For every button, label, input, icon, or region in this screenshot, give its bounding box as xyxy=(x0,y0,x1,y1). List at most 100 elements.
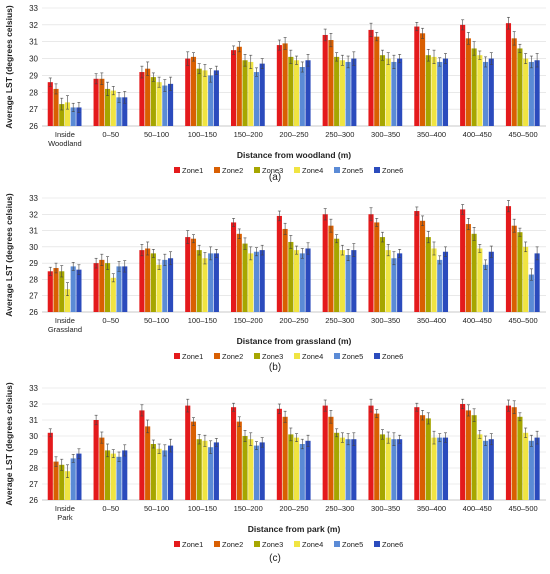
bar-zone6-10 xyxy=(534,253,540,312)
legend-label-zone2: Zone2 xyxy=(222,352,243,361)
bar-zone1-3 xyxy=(185,405,191,500)
legend-swatch-zone2 xyxy=(214,541,220,547)
bar-zone1-6 xyxy=(322,214,328,312)
bar-zone4-1 xyxy=(110,277,116,312)
bar-zone1-1 xyxy=(93,263,99,312)
bar-zone3-2 xyxy=(150,253,156,312)
bar-zone4-6 xyxy=(339,60,345,126)
legend-label-zone2: Zone2 xyxy=(222,166,243,175)
bar-zone3-7 xyxy=(379,55,386,127)
bar-zone3-4 xyxy=(242,243,248,312)
legend-label-zone4: Zone4 xyxy=(302,166,323,175)
bar-zone1-10 xyxy=(505,206,512,312)
bar-zone3-10 xyxy=(517,232,523,312)
bar-zone5-6 xyxy=(345,439,351,500)
bar-zone4-10 xyxy=(523,58,529,127)
bar-zone3-6 xyxy=(334,432,340,500)
bar-zone6-4 xyxy=(259,250,265,312)
bar-zone5-10 xyxy=(528,274,534,312)
bar-zone5-2 xyxy=(162,259,168,312)
y-tick-label: 26 xyxy=(29,308,38,317)
bar-zone4-8 xyxy=(431,437,437,500)
y-axis-title: Average LST (degrees celsius) xyxy=(4,5,14,129)
bar-zone3-8 xyxy=(425,418,431,500)
bar-zone6-9 xyxy=(488,58,494,127)
bar-zone4-6 xyxy=(339,250,345,312)
bar-zone6-1 xyxy=(122,266,128,312)
bar-zone2-4 xyxy=(236,46,242,127)
bar-zone2-4 xyxy=(236,421,242,500)
bar-zone1-4 xyxy=(231,50,237,127)
bar-zone4-9 xyxy=(477,434,483,500)
y-tick-label: 26 xyxy=(29,496,38,505)
bar-zone6-8 xyxy=(442,58,449,127)
legend-swatch-zone3 xyxy=(254,167,260,173)
x-tick-label: 350–400 xyxy=(417,316,446,325)
y-tick-label: 33 xyxy=(29,384,38,393)
bar-zone1-0 xyxy=(47,432,53,500)
legend-swatch-zone2 xyxy=(214,167,220,173)
bar-zone1-9 xyxy=(460,404,466,500)
bar-zone5-0 xyxy=(70,107,76,126)
y-axis-title: Average LST (degrees celsius) xyxy=(4,382,14,506)
bar-zone3-3 xyxy=(196,68,202,126)
bar-zone4-10 xyxy=(523,246,529,312)
bar-zone3-1 xyxy=(105,450,111,500)
legend-label-zone3: Zone3 xyxy=(262,540,283,549)
bar-zone3-2 xyxy=(150,444,156,500)
bar-zone1-10 xyxy=(505,405,512,500)
bar-zone5-1 xyxy=(116,266,122,312)
bar-zone5-0 xyxy=(70,458,76,500)
y-tick-label: 29 xyxy=(29,71,38,80)
bar-zone6-6 xyxy=(351,58,357,127)
x-tick-label: 450–500 xyxy=(508,316,537,325)
bar-zone6-6 xyxy=(351,250,357,312)
y-tick-label: 33 xyxy=(29,194,38,203)
legend-label-zone1: Zone1 xyxy=(182,352,203,361)
x-tick-label: 150–200 xyxy=(234,504,263,513)
x-tick-label: 400–450 xyxy=(463,130,492,139)
legend-swatch-zone6 xyxy=(374,167,380,173)
bar-zone3-9 xyxy=(471,48,477,127)
bar-zone3-3 xyxy=(196,439,202,500)
x-tick-label: 0–50 xyxy=(102,504,119,513)
panel-label: (c) xyxy=(269,553,281,564)
x-tick-label: 250–300 xyxy=(325,130,354,139)
bar-zone5-3 xyxy=(208,447,214,500)
bar-zone3-7 xyxy=(379,237,386,312)
bar-zone5-9 xyxy=(483,61,489,126)
y-tick-label: 29 xyxy=(29,259,38,268)
legend-swatch-zone3 xyxy=(254,353,260,359)
bar-zone4-4 xyxy=(248,61,254,126)
chart-panel-3: 26 27 28 29 30 31 32 33 Average LST (degrees cel… xyxy=(4,382,546,564)
bar-zone4-10 xyxy=(523,432,529,500)
bar-zone3-10 xyxy=(517,416,523,500)
x-tick-label: 200–250 xyxy=(279,504,308,513)
bar-zone2-0 xyxy=(53,461,59,500)
y-tick-label: 31 xyxy=(29,38,38,47)
bar-zone5-3 xyxy=(208,253,214,312)
bar-zone5-0 xyxy=(70,266,76,312)
y-tick-label: 28 xyxy=(29,88,38,97)
bar-zone1-4 xyxy=(231,222,237,312)
bar-zone2-6 xyxy=(328,225,334,312)
bar-zone1-0 xyxy=(47,82,53,126)
legend-label-zone5: Zone5 xyxy=(342,540,363,549)
bar-zone1-5 xyxy=(276,45,282,127)
bar-zone5-4 xyxy=(253,445,260,500)
bar-zone6-2 xyxy=(168,258,174,312)
bar-zone5-6 xyxy=(345,61,351,126)
x-tick-label: 150–200 xyxy=(234,130,263,139)
bar-zone1-2 xyxy=(139,72,145,126)
bar-zone6-8 xyxy=(442,437,449,500)
bar-zone6-1 xyxy=(122,97,128,126)
bar-zone5-7 xyxy=(391,258,397,312)
bar-zone3-5 xyxy=(288,241,294,312)
bar-zone3-9 xyxy=(471,233,477,312)
panel-label: (a) xyxy=(269,172,281,183)
bar-zone6-4 xyxy=(259,63,265,126)
bar-zone1-0 xyxy=(47,271,53,312)
y-tick-label: 27 xyxy=(29,105,38,114)
bar-zone5-1 xyxy=(116,456,122,500)
x-tick-label: 50–100 xyxy=(144,316,169,325)
